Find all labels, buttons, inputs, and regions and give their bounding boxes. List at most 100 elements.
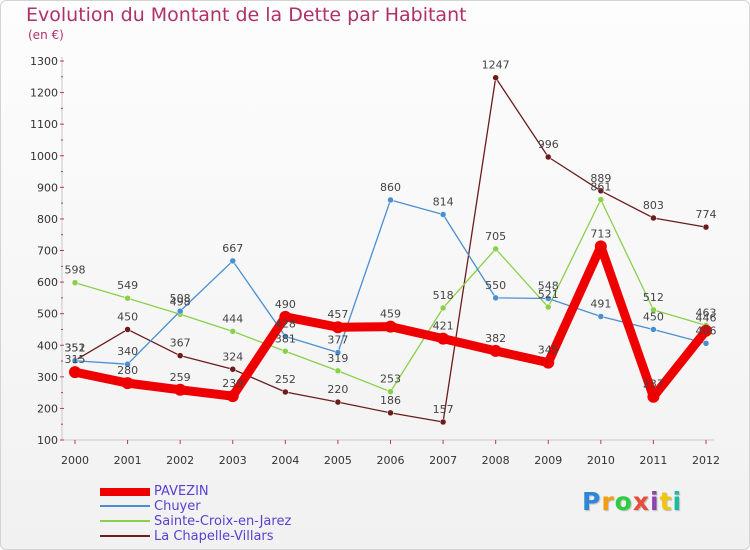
data-label-sainte-croix-en-jarez: 319 xyxy=(327,352,348,365)
logo-letter: r xyxy=(601,487,615,516)
x-tick-label: 2006 xyxy=(377,454,405,467)
x-tick-label: 2003 xyxy=(219,454,247,467)
data-point-la-chapelle-villars xyxy=(282,388,289,396)
data-point-chuyer xyxy=(176,307,184,315)
chart-subtitle: (en €) xyxy=(28,28,64,42)
y-tick-label: 200 xyxy=(37,402,58,415)
data-point-la-chapelle-villars xyxy=(387,409,394,417)
y-tick-label: 500 xyxy=(37,308,58,321)
data-point-chuyer xyxy=(282,333,289,340)
x-tick-label: 2005 xyxy=(324,454,352,467)
data-label-chuyer: 860 xyxy=(380,181,401,194)
data-label-sainte-croix-en-jarez: 512 xyxy=(643,291,664,304)
legend-label-sainte-croix-en-jarez: Sainte-Croix-en-Jarez xyxy=(154,514,292,529)
x-tick-label: 2010 xyxy=(587,454,615,467)
data-point-sainte-croix-en-jarez xyxy=(387,388,394,395)
data-label-chuyer: 406 xyxy=(696,324,717,337)
y-tick-label: 100 xyxy=(37,434,58,447)
data-point-pavezin xyxy=(542,356,555,369)
y-tick-label: 1100 xyxy=(30,118,58,131)
legend-swatch-chuyer xyxy=(100,505,150,507)
x-tick-label: 2012 xyxy=(692,454,720,467)
data-point-la-chapelle-villars xyxy=(702,223,710,231)
data-point-sainte-croix-en-jarez xyxy=(229,328,236,335)
data-point-sainte-croix-en-jarez xyxy=(282,348,289,355)
y-tick-label: 1300 xyxy=(30,55,58,68)
data-label-la-chapelle-villars: 803 xyxy=(643,199,664,212)
data-label-la-chapelle-villars: 252 xyxy=(275,373,296,386)
logo-letter: i xyxy=(650,487,660,516)
proxiti-logo: Proxiti xyxy=(582,487,682,516)
data-label-pavezin: 446 xyxy=(696,312,717,325)
data-label-pavezin: 259 xyxy=(170,371,191,384)
data-point-pavezin xyxy=(647,390,660,403)
data-label-sainte-croix-en-jarez: 705 xyxy=(485,230,506,243)
data-label-la-chapelle-villars: 220 xyxy=(327,383,348,396)
y-tick-label: 600 xyxy=(37,276,58,289)
data-label-chuyer: 340 xyxy=(117,345,138,358)
data-point-la-chapelle-villars xyxy=(597,187,605,195)
data-point-pavezin xyxy=(594,240,607,253)
data-point-sainte-croix-en-jarez xyxy=(492,245,499,253)
series-layer xyxy=(69,74,712,426)
data-label-pavezin: 280 xyxy=(117,364,138,377)
legend-label-chuyer: Chuyer xyxy=(154,499,201,514)
x-tick-label: 2004 xyxy=(271,454,299,467)
data-labels: 352 450 367 324 252 220 186 157 1247 996 889 803 774… xyxy=(65,59,717,416)
data-label-pavezin: 713 xyxy=(590,227,611,240)
data-point-chuyer xyxy=(71,357,79,364)
data-point-pavezin xyxy=(331,321,344,334)
data-label-chuyer: 491 xyxy=(590,298,611,311)
data-label-chuyer: 377 xyxy=(327,334,348,347)
data-point-pavezin xyxy=(489,344,502,357)
data-label-la-chapelle-villars: 1247 xyxy=(482,59,510,72)
x-tick-label: 2008 xyxy=(482,454,510,467)
x-tick-label: 2007 xyxy=(429,454,457,467)
y-tick-label: 900 xyxy=(37,181,58,194)
y-tick-label: 1200 xyxy=(30,87,58,100)
logo-letter: i xyxy=(672,487,683,516)
data-label-pavezin: 345 xyxy=(538,344,559,357)
data-label-pavezin: 421 xyxy=(433,320,454,333)
legend-label-pavezin: PAVEZIN xyxy=(154,484,209,499)
data-point-la-chapelle-villars xyxy=(492,74,499,81)
data-point-pavezin xyxy=(700,324,712,337)
data-label-sainte-croix-en-jarez: 598 xyxy=(65,264,86,277)
data-label-chuyer: 508 xyxy=(170,292,191,305)
data-label-la-chapelle-villars: 774 xyxy=(696,208,717,221)
data-point-sainte-croix-en-jarez xyxy=(71,279,79,286)
y-tick-label: 1000 xyxy=(30,150,58,163)
data-point-chuyer xyxy=(387,196,394,204)
data-label-la-chapelle-villars: 186 xyxy=(380,394,401,407)
logo-letter: x xyxy=(632,487,650,516)
data-point-chuyer xyxy=(229,257,236,265)
data-point-pavezin xyxy=(226,390,239,403)
data-label-sainte-croix-en-jarez: 518 xyxy=(433,289,454,302)
data-point-chuyer xyxy=(597,313,605,320)
y-tick-label: 300 xyxy=(37,371,58,384)
data-label-chuyer: 428 xyxy=(275,317,296,330)
x-tick-label: 2002 xyxy=(166,454,194,467)
data-point-chuyer xyxy=(124,360,131,368)
data-label-pavezin: 459 xyxy=(380,308,401,321)
data-point-sainte-croix-en-jarez xyxy=(439,304,447,312)
x-tick-label: 2011 xyxy=(639,454,667,467)
data-label-la-chapelle-villars: 352 xyxy=(65,341,86,354)
data-label-pavezin: 239 xyxy=(222,377,243,390)
data-label-chuyer: 351 xyxy=(65,342,86,355)
y-tick-label: 400 xyxy=(37,339,58,352)
data-point-chuyer xyxy=(439,211,447,218)
data-label-chuyer: 814 xyxy=(433,195,454,208)
legend-swatch-la-chapelle-villars xyxy=(100,535,150,537)
data-point-pavezin xyxy=(69,366,81,379)
data-label-pavezin: 237 xyxy=(643,378,664,391)
data-label-la-chapelle-villars: 324 xyxy=(222,350,243,363)
legend-swatch-pavezin xyxy=(100,488,150,496)
data-point-pavezin xyxy=(279,310,292,323)
data-label-la-chapelle-villars: 889 xyxy=(590,172,611,185)
data-label-pavezin: 457 xyxy=(327,308,348,321)
data-point-pavezin xyxy=(384,320,397,333)
y-tick-label: 800 xyxy=(37,213,58,226)
data-label-la-chapelle-villars: 450 xyxy=(117,310,138,323)
